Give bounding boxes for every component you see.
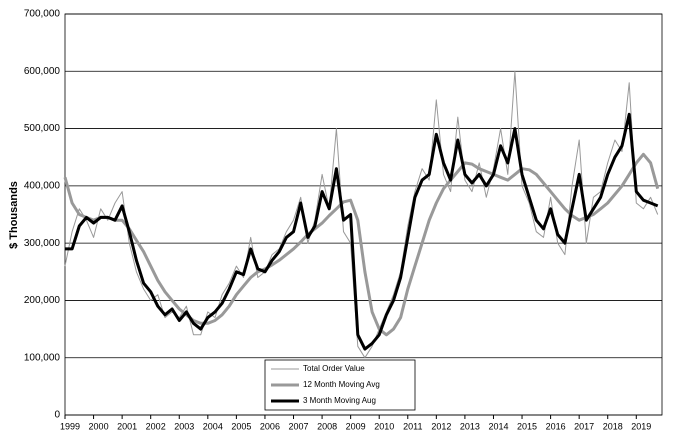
x-tick-label: 2008 [317,421,337,431]
plot-frame [64,13,663,416]
x-tick-label: 2013 [460,421,480,431]
x-tick-label: 2001 [117,421,137,431]
x-tick-label: 2002 [146,421,166,431]
legend-label: 3 Month Moving Aug [303,396,376,405]
x-tick-label: 2006 [260,421,280,431]
x-tick-label: 2014 [488,421,508,431]
series-line [65,112,659,351]
x-tick-label: 2003 [174,421,194,431]
x-tick-label: 2000 [89,421,109,431]
x-tick-label: 2009 [346,421,366,431]
x-tick-label: 2016 [546,421,566,431]
x-tick-label: 2018 [603,421,623,431]
x-tick-label: 2011 [403,421,422,431]
x-tick-label: 2004 [203,421,223,431]
y-tick-label: 100,000 [24,352,61,363]
y-tick-label: 500,000 [24,123,61,134]
x-tick-label: 2007 [289,421,309,431]
legend-label: Total Order Value [303,364,365,373]
x-tick-label: 2012 [431,421,451,431]
legend: Total Order Value 12 Month Moving Avg 3 Mo… [264,359,416,411]
y-tick-label: 300,000 [24,238,61,249]
series-line [63,152,660,337]
x-tick-label: 1999 [60,421,80,431]
x-tick-label: 2017 [574,421,594,431]
legend-label: 12 Month Moving Avg [303,380,380,389]
x-tick-label: 2019 [631,421,651,431]
y-tick-label: 200,000 [24,295,61,306]
y-tick-label: 600,000 [24,66,61,77]
y-tick-label: 400,000 [24,180,61,191]
y-tick-label: 0 [54,410,60,421]
y-axis-label: $ Thousands [8,181,20,249]
x-tick-label: 2010 [374,421,394,431]
y-tick-label: 700,000 [24,9,61,20]
x-tick-label: 2005 [231,421,251,431]
x-tick-label: 2015 [517,421,537,431]
